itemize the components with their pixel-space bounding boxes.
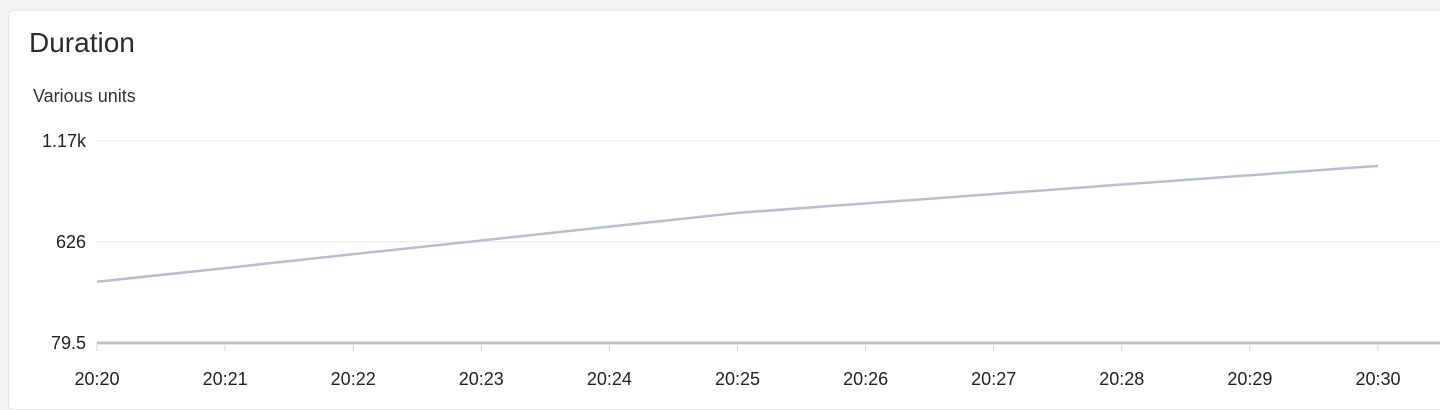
x-tick-label: 20:29 — [1227, 369, 1272, 389]
x-tick-label: 20:26 — [843, 369, 888, 389]
x-tick-label: 20:30 — [1355, 369, 1400, 389]
y-tick-label: 79.5 — [51, 333, 86, 353]
x-tick-label: 20:23 — [459, 369, 504, 389]
x-tick-label: 20:22 — [331, 369, 376, 389]
duration-line-chart: 1.17k 626 79.5 20:20 20:21 20:22 20:23 20:24 20:… — [42, 131, 1440, 389]
y-axis-units-label: Various units — [33, 86, 136, 106]
x-tick-label: 20:27 — [971, 369, 1016, 389]
x-tick-label: 20:24 — [587, 369, 632, 389]
x-tick-label: 20:25 — [715, 369, 760, 389]
y-tick-label: 1.17k — [42, 131, 87, 151]
x-tick-label: 20:21 — [203, 369, 248, 389]
x-tick-label: 20:28 — [1099, 369, 1144, 389]
y-tick-label: 626 — [56, 232, 86, 252]
panel-title: Duration — [29, 27, 135, 58]
x-tick-label: 20:20 — [74, 369, 119, 389]
series-line — [96, 164, 1379, 284]
